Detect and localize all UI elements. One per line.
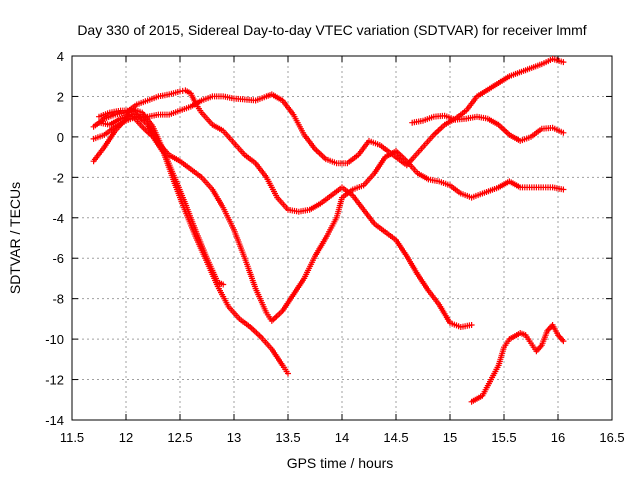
y-tick-label: -4: [52, 211, 64, 226]
series-track-7-markers: [468, 322, 567, 405]
x-tick-label: 14.5: [383, 430, 408, 445]
y-axis-title: SDTVAR / TECUs: [7, 182, 23, 294]
y-tick-label: -8: [52, 292, 64, 307]
x-tick-label: 12.5: [167, 430, 192, 445]
series-track-3-markers: [96, 107, 567, 324]
y-axis: 4 2 0 -2 -4 -6 -8 -10 -12 -14: [45, 49, 612, 428]
series-track-7: [468, 322, 567, 405]
chart-title: Day 330 of 2015, Sidereal Day-to-day VTE…: [77, 22, 586, 38]
y-tick-label: 2: [57, 89, 64, 104]
x-tick-label: 15.5: [491, 430, 516, 445]
y-tick-label: -6: [52, 251, 64, 266]
x-axis: 11.5 12 12.5 13 13.5 14 14.5 15 15.5 16 16.5: [60, 56, 625, 445]
y-tick-label: -10: [45, 332, 64, 347]
x-tick-label: 11.5: [60, 430, 84, 445]
y-tick-label: -12: [45, 373, 64, 388]
y-tick-label: 0: [57, 130, 64, 145]
y-tick-label: 4: [57, 49, 64, 64]
series-track-5: [96, 111, 291, 377]
series-track-6: [409, 112, 567, 144]
y-tick-label: -14: [45, 413, 64, 428]
data-series: [90, 56, 567, 405]
grid-lines: [72, 56, 612, 420]
x-tick-label: 12: [119, 430, 133, 445]
x-tick-label: 15: [443, 430, 457, 445]
x-axis-title: GPS time / hours: [287, 455, 394, 471]
series-track-5-markers: [96, 111, 291, 377]
x-tick-label: 13.5: [275, 430, 300, 445]
y-tick-label: -2: [52, 170, 64, 185]
x-tick-label: 16: [551, 430, 565, 445]
x-tick-label: 16.5: [599, 430, 624, 445]
x-tick-label: 13: [227, 430, 241, 445]
series-track-3: [96, 107, 567, 324]
series-track-6-markers: [409, 112, 567, 144]
x-tick-label: 14: [335, 430, 349, 445]
